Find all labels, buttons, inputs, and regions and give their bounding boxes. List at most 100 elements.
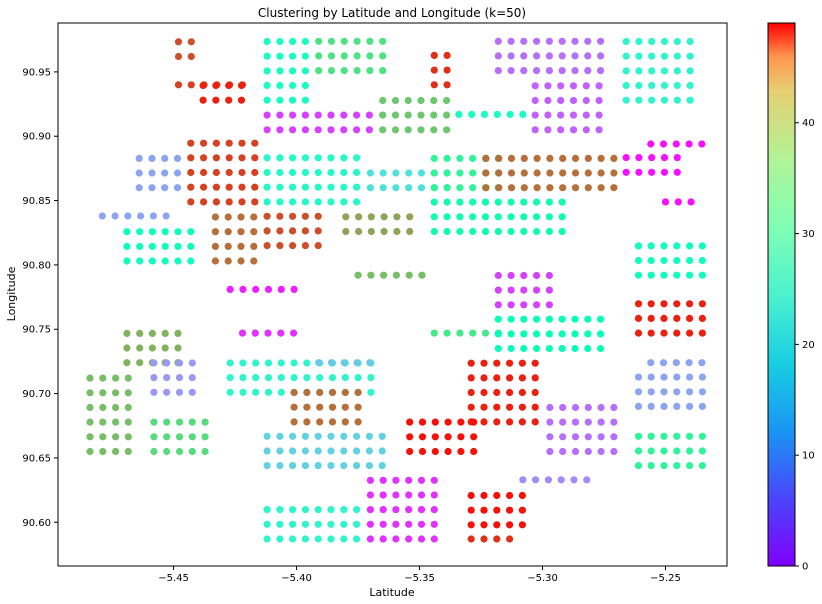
data-point xyxy=(482,213,489,220)
data-point xyxy=(520,228,527,235)
data-point xyxy=(276,67,283,74)
data-point xyxy=(431,228,438,235)
data-point xyxy=(264,67,271,74)
y-tick-label: 90.95 xyxy=(22,67,51,78)
data-point xyxy=(673,257,680,264)
data-point xyxy=(506,507,513,514)
data-point xyxy=(419,433,426,440)
data-point xyxy=(379,433,386,440)
data-point xyxy=(125,448,132,455)
data-point xyxy=(315,126,322,133)
data-point xyxy=(699,374,706,381)
data-point xyxy=(174,228,181,235)
data-point xyxy=(635,403,642,410)
data-point xyxy=(406,228,413,235)
data-point xyxy=(444,330,451,337)
data-point xyxy=(570,476,577,483)
data-point xyxy=(315,169,322,176)
chart-title: Clustering by Latitude and Longitude (k=… xyxy=(258,6,526,20)
data-point xyxy=(99,375,106,382)
data-point xyxy=(137,212,144,219)
data-point xyxy=(469,184,476,191)
data-point xyxy=(686,315,693,322)
data-point xyxy=(291,286,298,293)
data-point xyxy=(635,242,642,249)
data-point xyxy=(289,506,296,513)
data-point xyxy=(544,82,551,89)
data-point xyxy=(480,521,487,528)
data-point xyxy=(673,300,680,307)
data-point xyxy=(392,97,399,104)
data-point xyxy=(532,126,539,133)
data-point xyxy=(480,507,487,514)
data-point xyxy=(419,448,426,455)
data-point xyxy=(353,462,360,469)
y-tick-label: 90.60 xyxy=(22,518,51,529)
data-point xyxy=(559,213,566,220)
data-point xyxy=(521,169,528,176)
data-point xyxy=(506,418,513,425)
data-point xyxy=(432,433,439,440)
data-point xyxy=(353,535,360,542)
data-point xyxy=(86,419,93,426)
data-point xyxy=(366,67,373,74)
data-point xyxy=(661,38,668,45)
data-point xyxy=(635,154,642,161)
data-point xyxy=(675,198,682,205)
data-point xyxy=(175,81,182,88)
data-point xyxy=(662,198,669,205)
data-point xyxy=(226,184,233,191)
data-point xyxy=(353,126,360,133)
data-point xyxy=(123,359,130,366)
data-point xyxy=(125,389,132,396)
data-point xyxy=(265,359,272,366)
data-point xyxy=(661,169,668,176)
data-points xyxy=(86,38,706,543)
data-point xyxy=(355,272,362,279)
data-point xyxy=(508,345,515,352)
data-point xyxy=(648,38,655,45)
data-point xyxy=(585,419,592,426)
data-point xyxy=(571,330,578,337)
data-point xyxy=(315,535,322,542)
data-point xyxy=(289,184,296,191)
data-point xyxy=(468,111,475,118)
data-point xyxy=(445,419,452,426)
data-point xyxy=(482,228,489,235)
data-point xyxy=(557,82,564,89)
data-point xyxy=(327,112,334,119)
data-point xyxy=(250,257,257,264)
data-point xyxy=(265,389,272,396)
data-point xyxy=(431,506,438,513)
data-point xyxy=(546,316,553,323)
data-point xyxy=(482,169,489,176)
data-point xyxy=(520,52,527,59)
data-point xyxy=(289,433,296,440)
data-point xyxy=(519,521,526,528)
data-point xyxy=(445,433,452,440)
data-point xyxy=(520,213,527,220)
data-point xyxy=(99,404,106,411)
data-point xyxy=(367,506,374,513)
data-point xyxy=(239,330,246,337)
data-point xyxy=(546,287,553,294)
data-point xyxy=(315,462,322,469)
data-point xyxy=(163,433,170,440)
x-tick-label: −5.35 xyxy=(404,573,435,584)
data-point xyxy=(174,169,181,176)
data-point xyxy=(495,52,502,59)
data-point xyxy=(238,140,245,147)
data-point xyxy=(239,286,246,293)
data-point xyxy=(250,243,257,250)
data-point xyxy=(238,184,245,191)
data-point xyxy=(289,462,296,469)
data-point xyxy=(470,433,477,440)
data-point xyxy=(86,389,93,396)
data-point xyxy=(353,447,360,454)
data-point xyxy=(315,227,322,234)
data-point xyxy=(635,38,642,45)
data-point xyxy=(327,462,334,469)
data-point xyxy=(163,419,170,426)
data-point xyxy=(673,140,680,147)
data-point xyxy=(379,38,386,45)
